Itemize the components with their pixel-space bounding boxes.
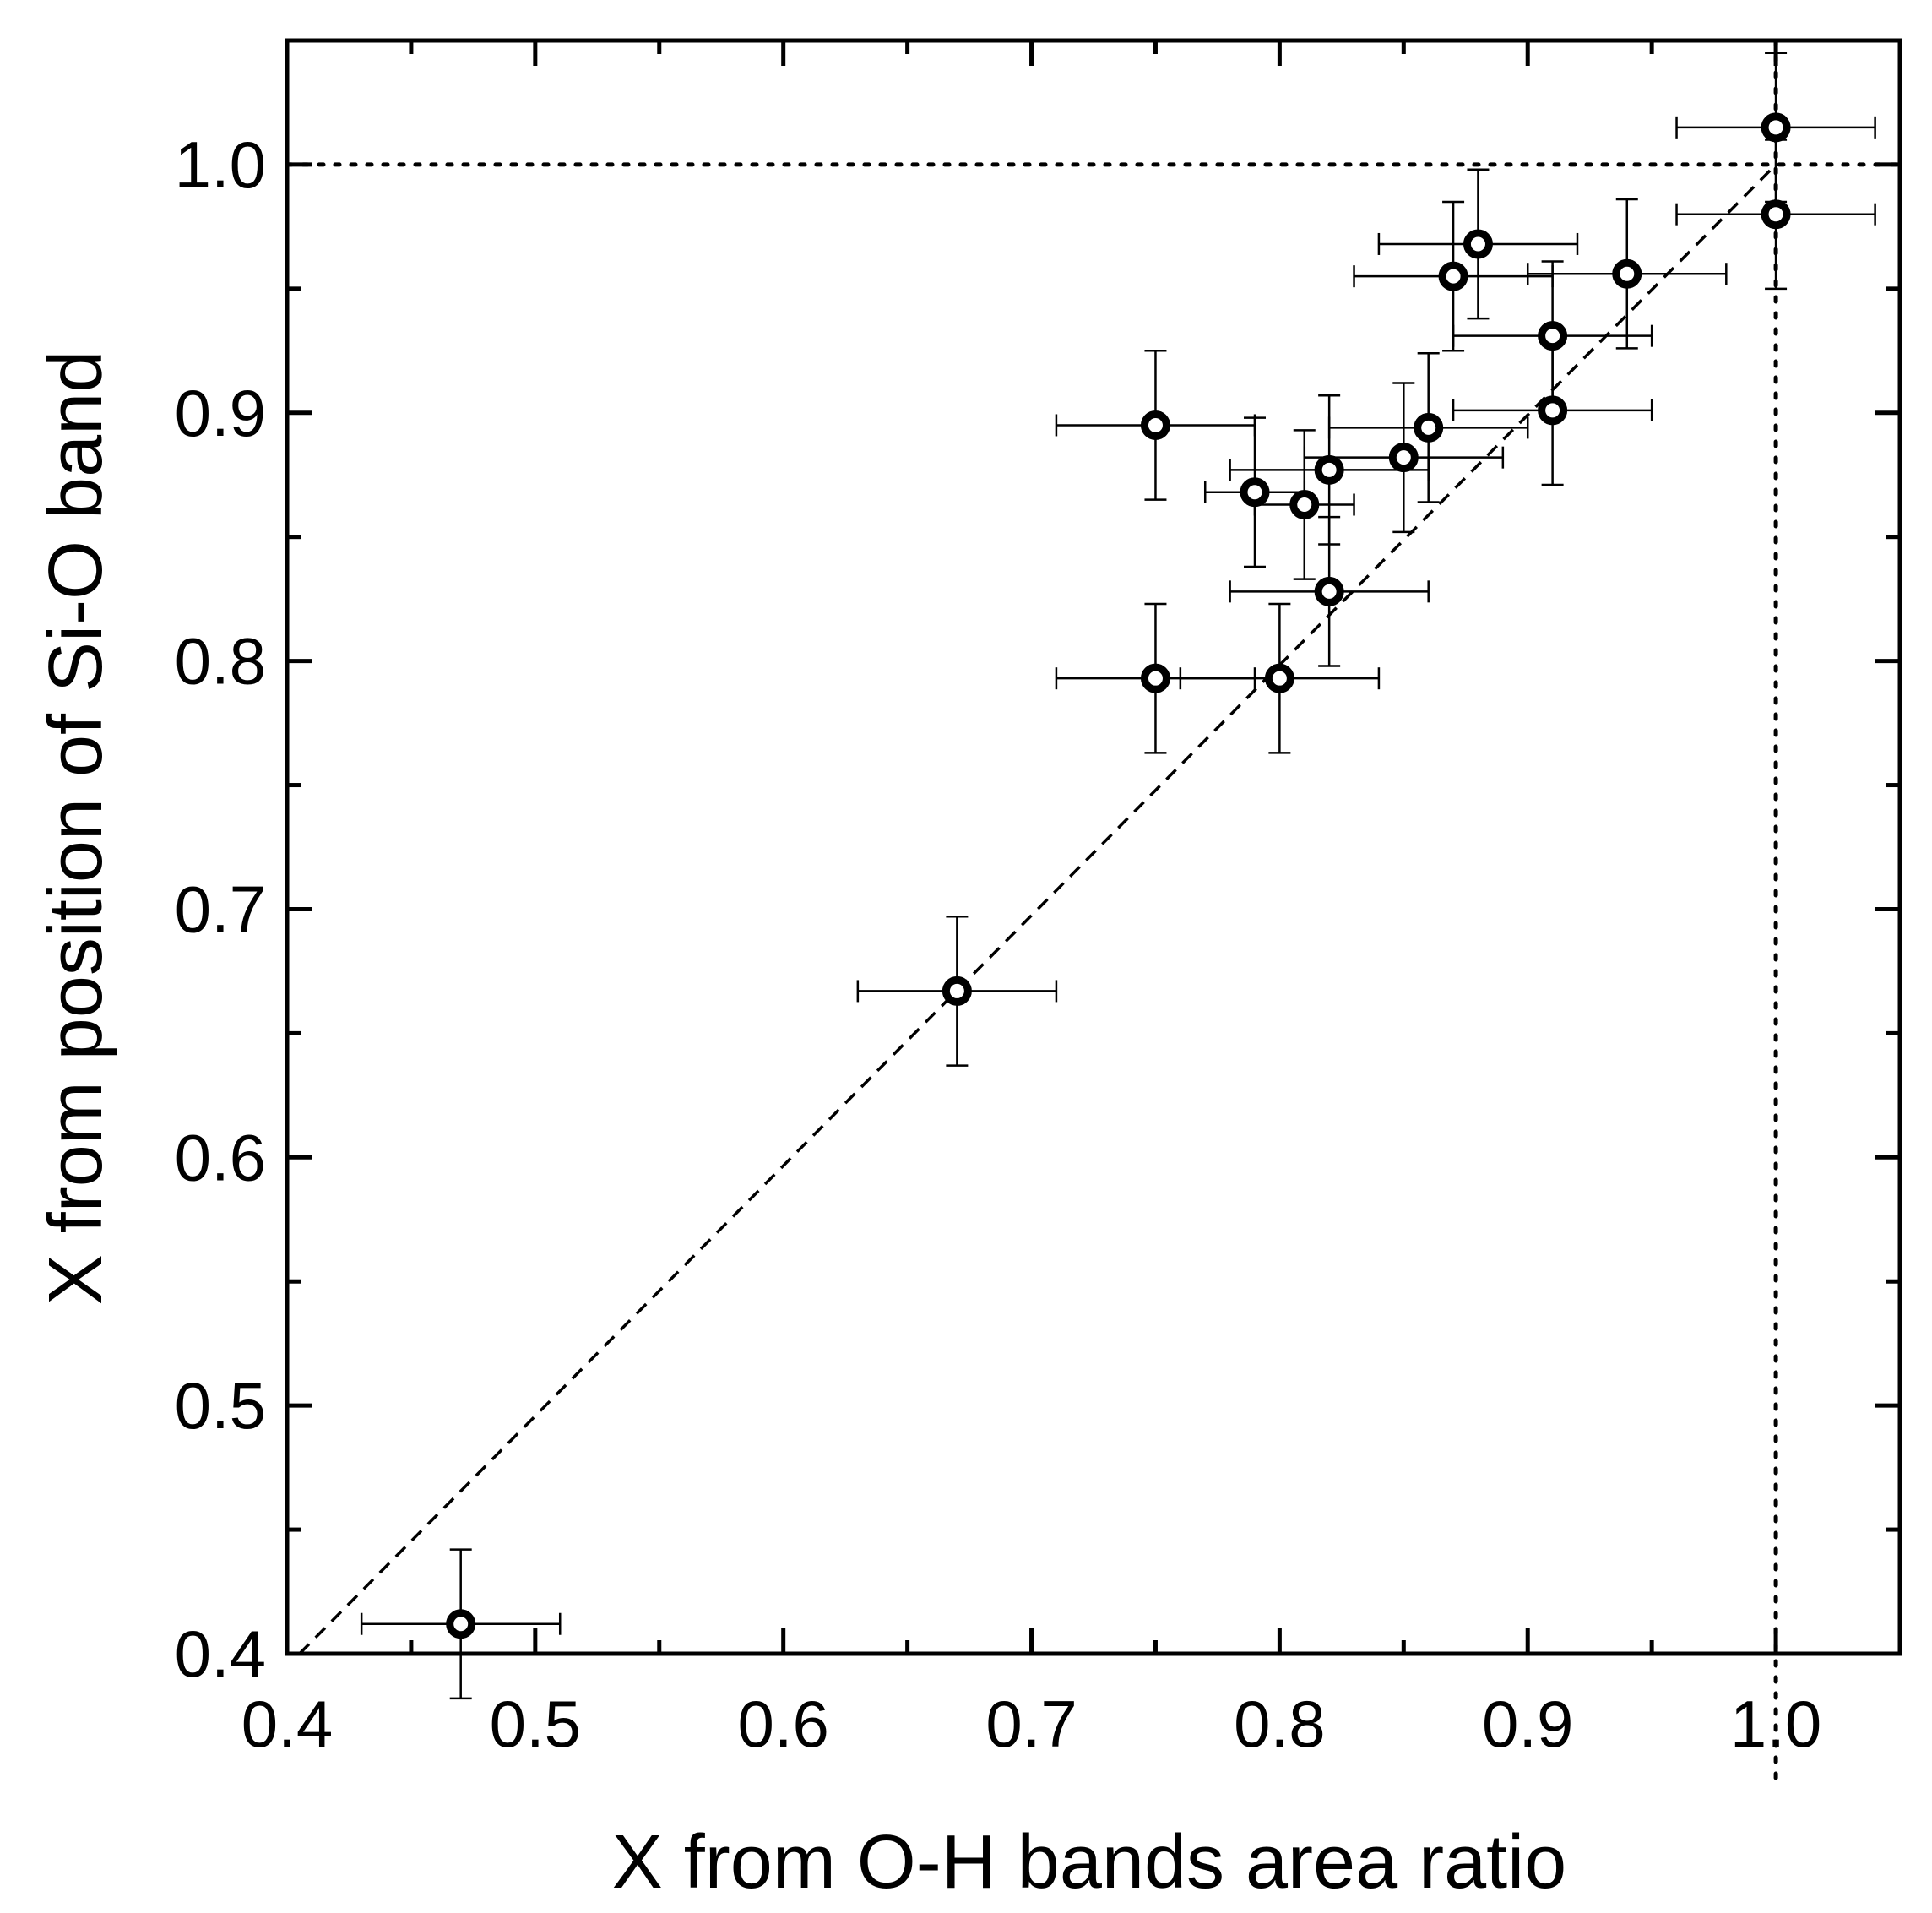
data-point — [1289, 489, 1320, 519]
x-tick-label: 0.9 — [1482, 1687, 1573, 1761]
y-tick-label: 0.4 — [175, 1617, 266, 1691]
identity-dashed-line — [298, 163, 1777, 1655]
data-points — [446, 112, 1791, 1639]
data-point — [1314, 576, 1344, 606]
x-axis-label: X from O-H bands area ratio — [612, 1820, 1566, 1905]
x-tick-label: 0.7 — [985, 1687, 1077, 1761]
axis-ticks — [285, 38, 1902, 1656]
x-tick-label: 0.6 — [737, 1687, 828, 1761]
data-point — [446, 1609, 476, 1639]
y-tick-label: 0.8 — [175, 624, 266, 698]
y-tick-label: 0.5 — [175, 1368, 266, 1443]
data-point — [1761, 199, 1791, 230]
data-point — [1240, 477, 1270, 508]
y-tick-label: 0.9 — [175, 376, 266, 450]
data-point — [1538, 321, 1568, 351]
data-point — [1140, 663, 1170, 693]
data-point — [1264, 663, 1294, 693]
data-point — [1538, 395, 1568, 426]
x-tick-label: 0.8 — [1234, 1687, 1325, 1761]
data-point — [1612, 258, 1642, 289]
tick-labels: 0.4 0.5 0.6 0.7 0.8 0.9 1.0 0.4 0.5 0.6 0.7 0.8 0.9 1… — [175, 128, 1822, 1761]
reference-lines — [285, 38, 1902, 1785]
data-point — [1314, 454, 1344, 485]
data-point — [1388, 443, 1419, 473]
x-tick-label: 0.4 — [242, 1687, 333, 1761]
data-point — [1463, 229, 1493, 259]
x-tick-label: 0.5 — [490, 1687, 581, 1761]
plot-frame — [285, 38, 1902, 1656]
y-tick-label: 1.0 — [175, 128, 266, 202]
y-tick-label: 0.6 — [175, 1120, 266, 1194]
data-point — [1438, 261, 1468, 291]
data-point — [1414, 412, 1444, 443]
y-tick-label: 0.7 — [175, 872, 266, 946]
data-point — [1140, 410, 1170, 440]
data-point — [1761, 112, 1791, 143]
data-point — [942, 976, 972, 1006]
y-axis-label: X from position of Si-O band — [34, 351, 118, 1306]
x-tick-label: 1.0 — [1730, 1687, 1821, 1761]
